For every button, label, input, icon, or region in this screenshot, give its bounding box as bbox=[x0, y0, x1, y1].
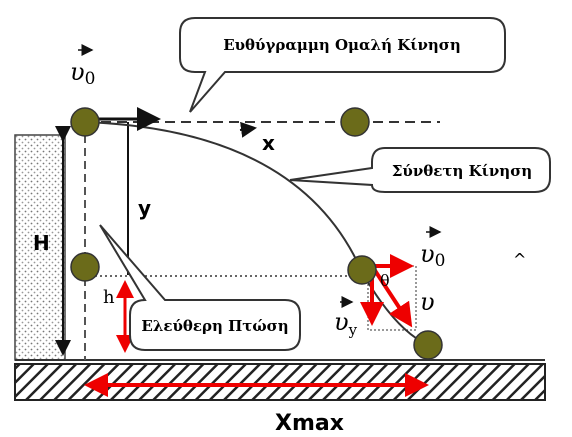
x-label: x bbox=[262, 131, 275, 155]
h-total-label: H bbox=[33, 231, 50, 255]
v0-label: υ0 bbox=[70, 58, 95, 89]
x-arrow bbox=[240, 128, 255, 130]
v0-label: υ0 bbox=[420, 240, 445, 271]
ball bbox=[71, 108, 99, 136]
callout-box bbox=[180, 18, 505, 112]
y-label: y bbox=[138, 196, 151, 220]
ball bbox=[341, 108, 369, 136]
symbol: υ bbox=[70, 58, 85, 86]
theta-label: θ bbox=[380, 271, 390, 290]
symbol: υ bbox=[420, 240, 435, 268]
caret: ^ bbox=[513, 250, 526, 269]
symbol: υ bbox=[334, 308, 349, 336]
vy-label: υy bbox=[334, 308, 358, 339]
diagram: Ευθύγραμμη Ομαλή Κίνηση Σύνθετη Κίνηση Ε… bbox=[0, 0, 572, 437]
ball bbox=[71, 253, 99, 281]
callout-text: Ευθύγραμμη Ομαλή Κίνηση bbox=[223, 36, 461, 54]
h-label: h bbox=[103, 287, 115, 308]
callout-text: Ελεύθερη Πτώση bbox=[141, 317, 288, 335]
ball bbox=[348, 256, 376, 284]
v-label: υ bbox=[420, 288, 435, 316]
subscript: 0 bbox=[435, 251, 446, 271]
ball bbox=[414, 331, 442, 359]
ground bbox=[15, 364, 545, 400]
subscript: 0 bbox=[85, 69, 96, 89]
callout-text: Σύνθετη Κίνηση bbox=[392, 162, 532, 180]
xmax-label: Xmax bbox=[275, 411, 344, 436]
subscript: y bbox=[348, 321, 358, 339]
